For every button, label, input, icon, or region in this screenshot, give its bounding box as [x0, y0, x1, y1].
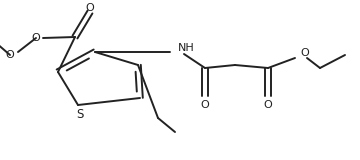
Text: S: S	[76, 108, 84, 121]
Text: O: O	[201, 100, 210, 110]
Text: O: O	[32, 33, 40, 43]
Text: O: O	[86, 3, 94, 13]
Text: O: O	[264, 100, 273, 110]
Text: NH: NH	[178, 43, 195, 53]
Text: O: O	[300, 48, 309, 58]
Text: O: O	[6, 50, 14, 60]
